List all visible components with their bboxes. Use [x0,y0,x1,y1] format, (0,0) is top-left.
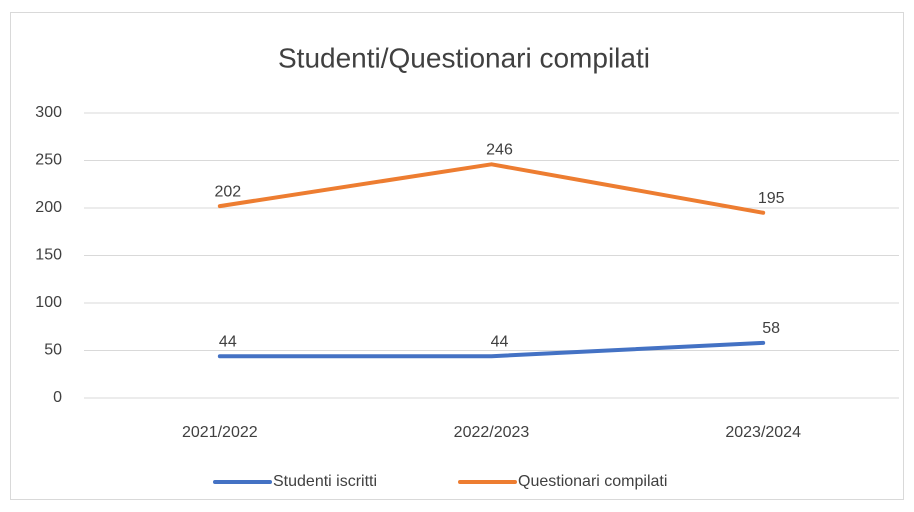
chart-title: Studenti/Questionari compilati [278,42,650,73]
y-tick-label: 0 [53,389,62,406]
series-line [217,340,766,359]
legend-label: Studenti iscritti [273,473,377,490]
y-tick-label: 250 [35,152,62,169]
y-tick-label: 100 [35,294,62,311]
x-tick-label: 2023/2024 [725,424,801,441]
x-tick-label: 2022/2023 [454,424,530,441]
data-label: 246 [486,142,513,159]
data-label: 44 [219,333,237,350]
data-label: 58 [762,320,780,337]
legend-label: Questionari compilati [518,473,667,490]
y-tick-label: 200 [35,199,62,216]
data-label: 195 [758,190,785,207]
data-label: 44 [491,333,509,350]
y-tick-label: 50 [44,342,62,359]
series-line [217,162,766,215]
data-label: 202 [214,183,241,200]
y-tick-label: 150 [35,247,62,264]
y-tick-label: 300 [35,104,62,121]
x-tick-label: 2021/2022 [182,424,258,441]
